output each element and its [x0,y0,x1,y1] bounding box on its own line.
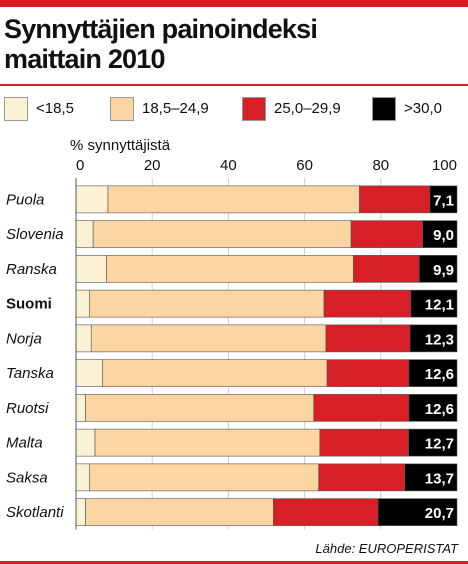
bar-segment [353,255,420,283]
bar-segment [404,463,458,492]
bar-segment [75,289,90,318]
legend-swatch [110,97,134,121]
bar-segment [85,394,315,422]
bar-segment [106,255,354,283]
bar-segment [107,185,360,214]
legend-swatch [4,97,28,121]
bar-segment [319,428,409,457]
bar-segment [75,463,90,492]
bar-segment [273,498,379,526]
bar-segment [75,255,107,283]
bar-segment [359,185,431,214]
bar-segment [94,428,321,457]
data-label: 9,9 [433,262,454,279]
bar-segment [313,394,410,422]
data-label: 9,0 [433,227,454,244]
bar-segment [90,324,327,353]
bar-segment [418,255,458,283]
bar-segment [422,220,458,248]
legend-swatch [372,97,396,121]
bar-chart: % synnyttäjistä 0 20 40 60 80 100 Puola 7,1 Slove… [6,138,458,530]
bar-segment [326,359,410,387]
category-label: Norja [6,330,42,347]
data-label: 7,1 [433,192,454,209]
data-label: 13,7 [425,470,454,487]
bar-segment [102,359,328,387]
x-tick-label: 20 [144,157,161,174]
bar-segment [75,359,103,387]
data-label: 12,1 [425,297,454,314]
legend-label: >30,0 [404,100,442,117]
bar-segment [429,185,458,214]
data-label: 12,6 [425,401,454,418]
bar-segment [85,498,274,526]
bar-segment [89,289,325,318]
legend-label: 25,0–29,9 [274,100,341,117]
category-label: Slovenia [6,226,64,243]
category-label: Skotlanti [6,504,64,521]
bar-segment [75,185,109,214]
legend-label: <18,5 [36,100,74,117]
bar-segment [325,324,411,353]
bar-segment [75,220,94,248]
category-label: Ruotsi [6,400,49,417]
x-tick-label: 40 [220,157,237,174]
x-axis-label: % synnyttäjistä [70,138,171,154]
source-note: Lähde: EUROPERISTAT [315,541,458,556]
bar-segment [75,428,96,457]
bar-segment [75,498,86,526]
bar-segment [323,289,412,318]
x-tick-label: 100 [432,157,457,174]
data-label: 12,6 [425,366,454,383]
bar-segment [75,324,92,353]
bottom-accent-bar [0,561,468,564]
legend-swatch [242,97,266,121]
bar-segment [89,463,319,492]
legend: <18,5 18,5–24,9 25,0–29,9 >30,0 [0,97,468,123]
category-label: Puola [6,191,44,208]
category-label: Saksa [6,469,48,486]
bar-segment [350,220,424,248]
top-accent-bar [0,0,468,7]
x-tick-label: 80 [372,157,389,174]
category-label: Tanska [6,365,54,382]
category-label: Suomi [6,296,52,313]
bar-segment [410,289,458,318]
legend-label: 18,5–24,9 [142,100,209,117]
bar-segment [318,463,406,492]
bar-segment [409,324,458,353]
data-label: 12,3 [425,331,454,348]
x-tick-label: 0 [76,157,84,174]
bar-segment [92,220,352,248]
bar-segment [408,359,458,387]
chart-title: Synnyttäjien painoindeksi maittain 2010 [4,14,318,74]
data-label: 12,7 [425,436,454,453]
x-tick-label: 60 [296,157,313,174]
category-label: Malta [6,435,43,452]
bar-segment [377,498,458,526]
bar-segment [408,428,458,457]
category-label: Ranska [6,261,57,278]
title-divider [0,84,468,86]
bar-segment [408,394,458,422]
bar-segment [75,394,86,422]
data-label: 20,7 [425,505,454,522]
